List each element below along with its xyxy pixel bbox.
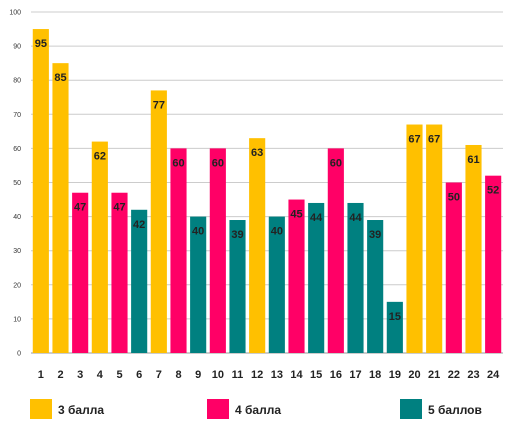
bar-18	[367, 220, 384, 353]
y-tick-label: 0	[17, 351, 21, 358]
bar-23	[465, 144, 482, 353]
x-tick-label: 15	[310, 369, 322, 381]
y-axis-ticks: 0 10 20 30 40 50 60 70 80 90 100	[9, 10, 21, 358]
data-label: 67	[428, 134, 440, 146]
bar-7	[150, 90, 167, 354]
x-tick-label: 8	[175, 369, 181, 381]
x-tick-label: 22	[448, 369, 460, 381]
legend-label: 4 балла	[235, 403, 281, 417]
x-tick-label: 23	[467, 369, 479, 381]
bar-4	[91, 141, 108, 353]
x-tick-label: 16	[330, 369, 342, 381]
x-tick-label: 21	[428, 369, 440, 381]
x-tick-label: 10	[212, 369, 224, 381]
bar-20	[406, 124, 423, 353]
x-axis-ticks: 1 2 3 4 5 6 7 8 9 10 11 12 13 14 15 16 17 18 19 20 21 22 23 24	[38, 369, 500, 381]
x-tick-label: 14	[290, 369, 303, 381]
x-tick-label: 3	[77, 369, 83, 381]
y-tick-label: 90	[13, 44, 21, 51]
x-tick-label: 2	[57, 369, 63, 381]
data-label: 60	[330, 157, 342, 169]
x-tick-label: 20	[408, 369, 420, 381]
data-label: 52	[487, 185, 499, 197]
bar-8	[170, 148, 187, 353]
data-label: 44	[310, 212, 323, 224]
data-label: 50	[448, 192, 460, 204]
data-label: 77	[153, 99, 165, 111]
x-tick-label: 6	[136, 369, 142, 381]
data-label: 40	[271, 226, 283, 238]
legend-label: 3 балла	[58, 403, 104, 417]
y-tick-label: 10	[13, 316, 21, 323]
data-label: 60	[172, 157, 184, 169]
legend: 3 балла 4 балла 5 баллов	[30, 399, 482, 419]
data-label: 44	[349, 212, 362, 224]
legend-swatch	[30, 399, 52, 419]
x-tick-label: 24	[487, 369, 500, 381]
bar-13	[268, 216, 285, 353]
bar-1	[32, 29, 49, 354]
x-tick-label: 9	[195, 369, 201, 381]
bar-14	[288, 199, 305, 353]
data-label: 67	[408, 134, 420, 146]
y-tick-label: 100	[9, 10, 21, 17]
x-tick-label: 19	[389, 369, 401, 381]
y-tick-label: 80	[13, 78, 21, 85]
y-tick-label: 20	[13, 282, 21, 289]
bar-6	[131, 209, 148, 353]
x-tick-label: 1	[38, 369, 44, 381]
bar-17	[347, 202, 364, 353]
x-tick-label: 11	[232, 369, 244, 381]
x-tick-label: 18	[369, 369, 381, 381]
data-label: 15	[389, 311, 401, 323]
data-label: 40	[192, 226, 204, 238]
data-label: 63	[251, 147, 263, 159]
y-tick-label: 50	[13, 180, 21, 187]
legend-label: 5 баллов	[428, 403, 482, 417]
y-tick-label: 30	[13, 248, 21, 255]
bar-9	[190, 216, 207, 353]
y-tick-label: 70	[13, 112, 21, 119]
data-label: 39	[231, 229, 243, 241]
y-tick-label: 60	[13, 146, 21, 153]
x-tick-label: 13	[271, 369, 283, 381]
data-label: 61	[467, 154, 479, 166]
bar-3	[72, 192, 89, 353]
x-tick-label: 5	[116, 369, 122, 381]
y-tick-label: 40	[13, 214, 21, 221]
bar-24	[485, 175, 502, 353]
data-label: 85	[54, 72, 66, 84]
bar-19	[386, 301, 403, 353]
gridlines	[31, 11, 503, 354]
bar-12	[249, 138, 266, 353]
data-label: 60	[212, 157, 224, 169]
x-tick-label: 4	[97, 369, 104, 381]
bar-11	[229, 220, 246, 353]
bar-16	[327, 148, 344, 353]
data-label: 95	[35, 38, 47, 50]
x-tick-label: 7	[156, 369, 162, 381]
x-tick-label: 17	[349, 369, 361, 381]
bar-21	[426, 124, 443, 353]
data-label: 47	[113, 202, 125, 214]
data-label: 42	[133, 219, 145, 231]
legend-swatch	[207, 399, 229, 419]
bar-2	[52, 63, 69, 354]
x-tick-label: 12	[251, 369, 263, 381]
data-label: 47	[74, 202, 86, 214]
bar-15	[308, 202, 325, 353]
data-label: 45	[290, 209, 302, 221]
bar-22	[445, 182, 462, 353]
bar-10	[209, 148, 226, 353]
data-label: 62	[94, 151, 106, 163]
bar-5	[111, 192, 128, 353]
legend-swatch	[400, 399, 422, 419]
data-label: 39	[369, 229, 381, 241]
bars: 95 85 47 62 47 42 77 60 40 60 39 63 40 45 44 60 44 39 15 67…	[32, 29, 502, 354]
